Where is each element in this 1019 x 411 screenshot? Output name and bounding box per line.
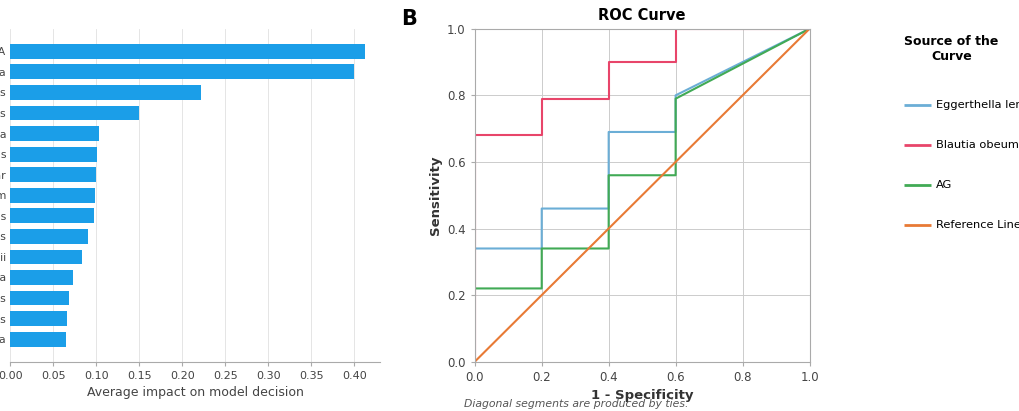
AG	[803, 26, 815, 31]
Eggerthella lenta	[668, 93, 681, 98]
Line: AG: AG	[474, 29, 809, 362]
Bar	[10, 229, 88, 244]
Eggerthella lenta	[602, 206, 614, 211]
AG	[668, 173, 681, 178]
X-axis label: 1 - Specificity: 1 - Specificity	[590, 389, 693, 402]
Bar	[10, 106, 140, 120]
Eggerthella lenta	[668, 129, 681, 134]
Bar	[10, 65, 354, 79]
Bar	[10, 270, 73, 285]
Bar	[10, 44, 365, 59]
Blautia obeum	[668, 60, 681, 65]
AG	[668, 96, 681, 101]
Y-axis label: Sensitivity: Sensitivity	[428, 155, 441, 235]
Eggerthella lenta	[535, 246, 547, 251]
Blautia obeum	[602, 60, 614, 65]
AG	[468, 359, 480, 364]
Bar	[10, 311, 67, 326]
Bar	[10, 332, 66, 346]
Bar	[10, 291, 68, 305]
Bar	[10, 126, 99, 141]
AG	[535, 246, 547, 251]
X-axis label: Average impact on model decision: Average impact on model decision	[87, 386, 304, 399]
Text: Eggerthella lenta: Eggerthella lenta	[934, 100, 1019, 110]
Bar	[10, 167, 96, 182]
Eggerthella lenta	[468, 359, 480, 364]
Blautia obeum	[668, 26, 681, 31]
Text: Reference Line: Reference Line	[934, 220, 1019, 230]
Bar	[10, 147, 97, 162]
AG	[602, 246, 614, 251]
AG	[602, 173, 614, 178]
Eggerthella lenta	[803, 26, 815, 31]
Text: Source of the
Curve: Source of the Curve	[903, 35, 998, 63]
Bar	[10, 249, 82, 264]
Eggerthella lenta	[535, 206, 547, 211]
Bar	[10, 188, 95, 203]
Blautia obeum	[535, 96, 547, 101]
Blautia obeum	[468, 133, 480, 138]
Line: Eggerthella lenta: Eggerthella lenta	[474, 29, 809, 362]
Line: Blautia obeum: Blautia obeum	[474, 29, 809, 362]
Blautia obeum	[803, 26, 815, 31]
Eggerthella lenta	[468, 246, 480, 251]
Text: Diagonal segments are produced by ties.: Diagonal segments are produced by ties.	[464, 399, 688, 409]
Eggerthella lenta	[602, 129, 614, 134]
Title: ROC Curve: ROC Curve	[598, 9, 685, 23]
Text: B: B	[400, 9, 417, 29]
AG	[535, 286, 547, 291]
Bar	[10, 85, 201, 100]
Blautia obeum	[468, 359, 480, 364]
AG	[468, 286, 480, 291]
Text: AG: AG	[934, 180, 951, 190]
Blautia obeum	[535, 133, 547, 138]
Blautia obeum	[602, 96, 614, 101]
Bar	[10, 208, 94, 223]
Text: Blautia obeum: Blautia obeum	[934, 140, 1018, 150]
